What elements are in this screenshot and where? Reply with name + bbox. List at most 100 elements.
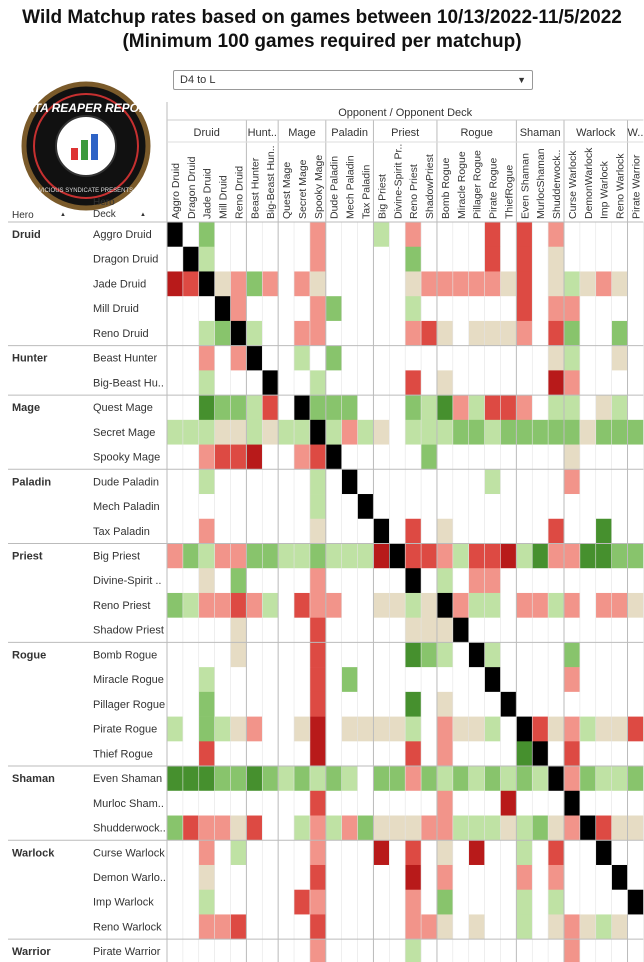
heatmap-cell[interactable] [357, 617, 374, 643]
heatmap-cell[interactable] [595, 815, 612, 841]
heatmap-cell[interactable] [579, 271, 597, 297]
heatmap-cell[interactable] [421, 543, 438, 569]
heatmap-cell[interactable] [294, 271, 311, 297]
heatmap-cell[interactable] [468, 914, 485, 940]
heatmap-cell[interactable] [548, 815, 565, 841]
heatmap-cell[interactable] [468, 568, 485, 594]
heatmap-cell[interactable] [246, 790, 263, 816]
heatmap-cell[interactable] [452, 222, 470, 248]
heatmap-cell[interactable] [309, 617, 327, 643]
heatmap-cell[interactable] [532, 469, 549, 495]
heatmap-cell[interactable] [262, 320, 279, 346]
heatmap-cell[interactable] [182, 419, 200, 445]
heatmap-cell[interactable] [548, 345, 565, 371]
heatmap-cell[interactable] [262, 345, 279, 371]
heatmap-cell[interactable] [309, 914, 327, 940]
heatmap-cell[interactable] [579, 642, 597, 668]
heatmap-cell[interactable] [309, 444, 327, 470]
heatmap-cell[interactable] [579, 395, 597, 421]
heatmap-cell[interactable] [357, 939, 374, 962]
heatmap-cell[interactable] [262, 469, 279, 495]
heatmap-cell[interactable] [595, 914, 612, 940]
heatmap-cell[interactable] [436, 617, 454, 643]
heatmap-cell[interactable] [564, 419, 581, 445]
heatmap-cell[interactable] [278, 691, 295, 717]
heatmap-cell[interactable] [198, 469, 215, 495]
heatmap-cell[interactable] [405, 271, 422, 297]
heatmap-cell[interactable] [182, 667, 200, 693]
heatmap-cell[interactable] [627, 222, 644, 248]
heatmap-cell[interactable] [325, 296, 342, 322]
heatmap-cell[interactable] [325, 419, 342, 445]
heatmap-cell[interactable] [325, 469, 342, 495]
heatmap-cell[interactable] [341, 444, 358, 470]
heatmap-cell[interactable] [468, 617, 485, 643]
heatmap-cell[interactable] [516, 370, 533, 396]
heatmap-cell[interactable] [389, 419, 406, 445]
heatmap-cell[interactable] [452, 864, 470, 891]
heatmap-cell[interactable] [564, 320, 581, 346]
heatmap-cell[interactable] [579, 494, 597, 520]
heatmap-cell[interactable] [548, 543, 565, 569]
heatmap-cell[interactable] [373, 642, 390, 668]
heatmap-cell[interactable] [167, 320, 184, 346]
heatmap-cell[interactable] [595, 864, 612, 891]
heatmap-cell[interactable] [595, 741, 612, 767]
heatmap-cell[interactable] [564, 592, 581, 618]
heatmap-cell[interactable] [262, 271, 279, 297]
heatmap-cell[interactable] [278, 741, 295, 767]
heatmap-cell[interactable] [262, 419, 279, 445]
heatmap-cell[interactable] [167, 345, 184, 371]
heatmap-cell[interactable] [294, 246, 311, 272]
heatmap-cell[interactable] [357, 592, 374, 618]
heatmap-cell[interactable] [198, 939, 215, 962]
heatmap-cell[interactable] [579, 889, 597, 915]
heatmap-cell[interactable] [564, 444, 581, 470]
heatmap-cell[interactable] [548, 518, 565, 544]
heatmap-cell[interactable] [230, 716, 247, 742]
heatmap-cell[interactable] [627, 741, 644, 767]
heatmap-cell[interactable] [484, 766, 501, 792]
heatmap-cell[interactable] [309, 395, 327, 421]
heatmap-cell[interactable] [198, 370, 215, 396]
heatmap-cell[interactable] [532, 790, 549, 816]
heatmap-cell[interactable] [516, 271, 533, 297]
heatmap-cell[interactable] [214, 370, 231, 396]
heatmap-cell[interactable] [452, 914, 470, 940]
heatmap-cell[interactable] [214, 444, 231, 470]
heatmap-cell[interactable] [389, 296, 406, 322]
heatmap-cell[interactable] [532, 271, 549, 297]
heatmap-cell[interactable] [167, 939, 184, 962]
heatmap-cell[interactable] [278, 246, 295, 272]
heatmap-cell[interactable] [214, 246, 231, 272]
heatmap-cell[interactable] [595, 790, 612, 816]
heatmap-cell[interactable] [452, 889, 470, 915]
heatmap-cell[interactable] [357, 543, 374, 569]
heatmap-cell[interactable] [564, 864, 581, 891]
heatmap-cell[interactable] [357, 395, 374, 421]
heatmap-cell[interactable] [500, 543, 517, 569]
heatmap-cell[interactable] [294, 419, 311, 445]
heatmap-cell[interactable] [230, 246, 247, 272]
heatmap-cell[interactable] [214, 345, 231, 371]
heatmap-cell[interactable] [564, 889, 581, 915]
heatmap-cell[interactable] [579, 766, 597, 792]
heatmap-cell[interactable] [373, 320, 390, 346]
heatmap-cell[interactable] [500, 667, 517, 693]
heatmap-cell[interactable] [214, 296, 231, 322]
heatmap-cell[interactable] [357, 444, 374, 470]
heatmap-cell[interactable] [516, 840, 533, 866]
heatmap-cell[interactable] [341, 395, 358, 421]
heatmap-cell[interactable] [468, 296, 485, 322]
heatmap-cell[interactable] [182, 296, 200, 322]
heatmap-cell[interactable] [325, 766, 342, 792]
heatmap-cell[interactable] [246, 939, 263, 962]
heatmap-cell[interactable] [484, 939, 501, 962]
heatmap-cell[interactable] [421, 568, 438, 594]
heatmap-cell[interactable] [214, 939, 231, 962]
heatmap-cell[interactable] [325, 790, 342, 816]
heatmap-cell[interactable] [182, 741, 200, 767]
heatmap-cell[interactable] [611, 222, 628, 248]
heatmap-cell[interactable] [627, 345, 644, 371]
heatmap-cell[interactable] [579, 469, 597, 495]
